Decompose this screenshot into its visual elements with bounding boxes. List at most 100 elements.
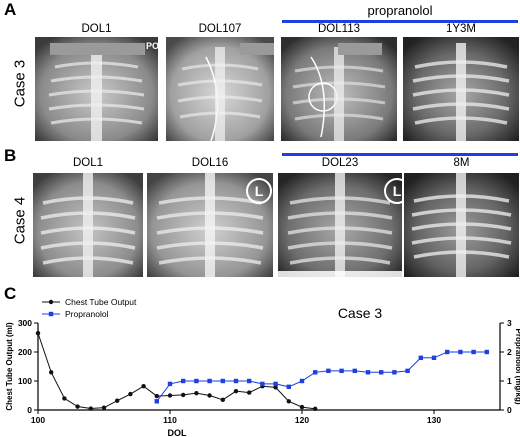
data-point-1	[49, 370, 54, 375]
data-point-2	[286, 384, 291, 389]
data-point-1	[101, 405, 107, 410]
propranolol-period-bar-b	[282, 153, 518, 156]
data-point-2	[471, 349, 476, 355]
data-point-2	[405, 368, 410, 374]
data-point-2	[313, 370, 318, 375]
y-tick-label: 100	[18, 376, 32, 386]
image-label-a1: DOL1	[81, 23, 112, 35]
xray-case4-dol23	[278, 173, 402, 277]
chart-title: Case 3	[338, 305, 383, 321]
y-tick-label: 300	[18, 318, 32, 328]
panel-letter-c: C	[4, 284, 17, 303]
data-point-1	[88, 406, 94, 411]
y-tick-label: 0	[27, 405, 32, 415]
po-tag: PO	[146, 41, 160, 51]
legend-label-1: Chest Tube Output	[65, 297, 137, 307]
data-point-1	[167, 393, 173, 398]
data-point-2	[445, 349, 450, 355]
data-point-1	[35, 330, 41, 336]
image-label-a4: 1Y3M	[445, 23, 477, 35]
data-point-2	[339, 368, 344, 374]
series-line-1	[37, 332, 316, 410]
data-point-1	[75, 404, 80, 409]
data-point-2	[194, 378, 199, 384]
data-point-2	[458, 349, 463, 355]
image-label-a2: DOL107	[198, 23, 242, 35]
y-tick-label: 200	[18, 347, 32, 357]
y2-tick-label: 0	[507, 405, 512, 415]
xray-case3-dol107	[166, 37, 274, 141]
data-point-2	[247, 378, 252, 384]
data-point-2	[167, 381, 173, 387]
data-point-2	[431, 355, 437, 360]
xray-case4-8m	[404, 173, 519, 277]
data-point-2	[484, 349, 489, 355]
data-point-1	[313, 406, 318, 412]
data-point-1	[207, 393, 212, 398]
x-tick-label: 130	[427, 415, 441, 425]
x-axis-label: DOL	[168, 428, 188, 437]
propranolol-period-bar	[282, 20, 518, 23]
data-point-2	[365, 370, 371, 375]
overlay-bar-a2	[240, 43, 274, 55]
y2-tick-label: 1	[507, 376, 512, 386]
data-point-2	[260, 381, 265, 387]
data-point-2	[299, 378, 305, 384]
overlay-bar-a3	[338, 43, 382, 55]
data-point-1	[154, 393, 159, 399]
data-point-1	[286, 399, 291, 404]
data-point-1	[299, 404, 305, 410]
xray-image	[166, 37, 274, 141]
y-axis-label: Chest Tube Output (ml)	[5, 322, 14, 411]
xray-image	[278, 173, 402, 277]
data-point-2	[326, 368, 331, 374]
data-point-1	[220, 397, 225, 403]
panel-letter-a: A	[4, 0, 17, 19]
case-label-b: Case 4	[11, 196, 29, 245]
data-point-1	[247, 390, 252, 395]
overlay-bar-a1	[50, 43, 145, 55]
data-point-2	[392, 370, 397, 375]
data-point-1	[181, 392, 186, 398]
data-point-2	[273, 381, 278, 387]
y2-axis-label: Propranolol (mg/kg)	[514, 329, 520, 405]
x-tick-label: 110	[163, 415, 177, 425]
legend-marker-2	[48, 311, 54, 317]
image-label-b1: DOL1	[72, 157, 104, 169]
data-point-1	[141, 384, 146, 389]
data-point-1	[115, 398, 120, 403]
data-point-2	[418, 355, 423, 360]
panel-letter-b: B	[4, 146, 17, 165]
data-point-2	[181, 378, 186, 384]
x-tick-label: 100	[31, 415, 45, 425]
data-point-1	[273, 385, 278, 390]
xray-image	[33, 173, 143, 277]
xray-image	[404, 173, 519, 277]
data-point-2	[207, 378, 212, 384]
y2-tick-label: 2	[507, 347, 512, 357]
xray-case3-1y3m	[403, 37, 519, 141]
left-marker-b2: L	[246, 178, 272, 204]
series-line-2	[156, 351, 487, 402]
legend-marker-1	[48, 299, 54, 305]
data-point-1	[62, 396, 67, 401]
legend-label-2: Propranolol	[65, 309, 109, 319]
case-label-a: Case 3	[11, 59, 29, 108]
data-point-1	[194, 390, 199, 396]
data-point-1	[128, 391, 133, 397]
data-point-2	[352, 368, 357, 374]
xray-image	[403, 37, 519, 141]
image-label-b4: 8M	[453, 157, 470, 169]
x-tick-label: 120	[295, 415, 309, 425]
data-point-2	[154, 399, 159, 404]
data-point-2	[220, 378, 225, 384]
xray-case4-dol1	[33, 173, 143, 277]
data-point-2	[233, 378, 239, 384]
image-label-b2: DOL16	[191, 157, 229, 169]
propranolol-label: propranolol	[367, 3, 433, 18]
y2-tick-label: 3	[507, 318, 512, 328]
image-label-a3: DOL113	[318, 23, 360, 35]
data-point-2	[379, 370, 384, 375]
data-point-1	[233, 388, 239, 394]
